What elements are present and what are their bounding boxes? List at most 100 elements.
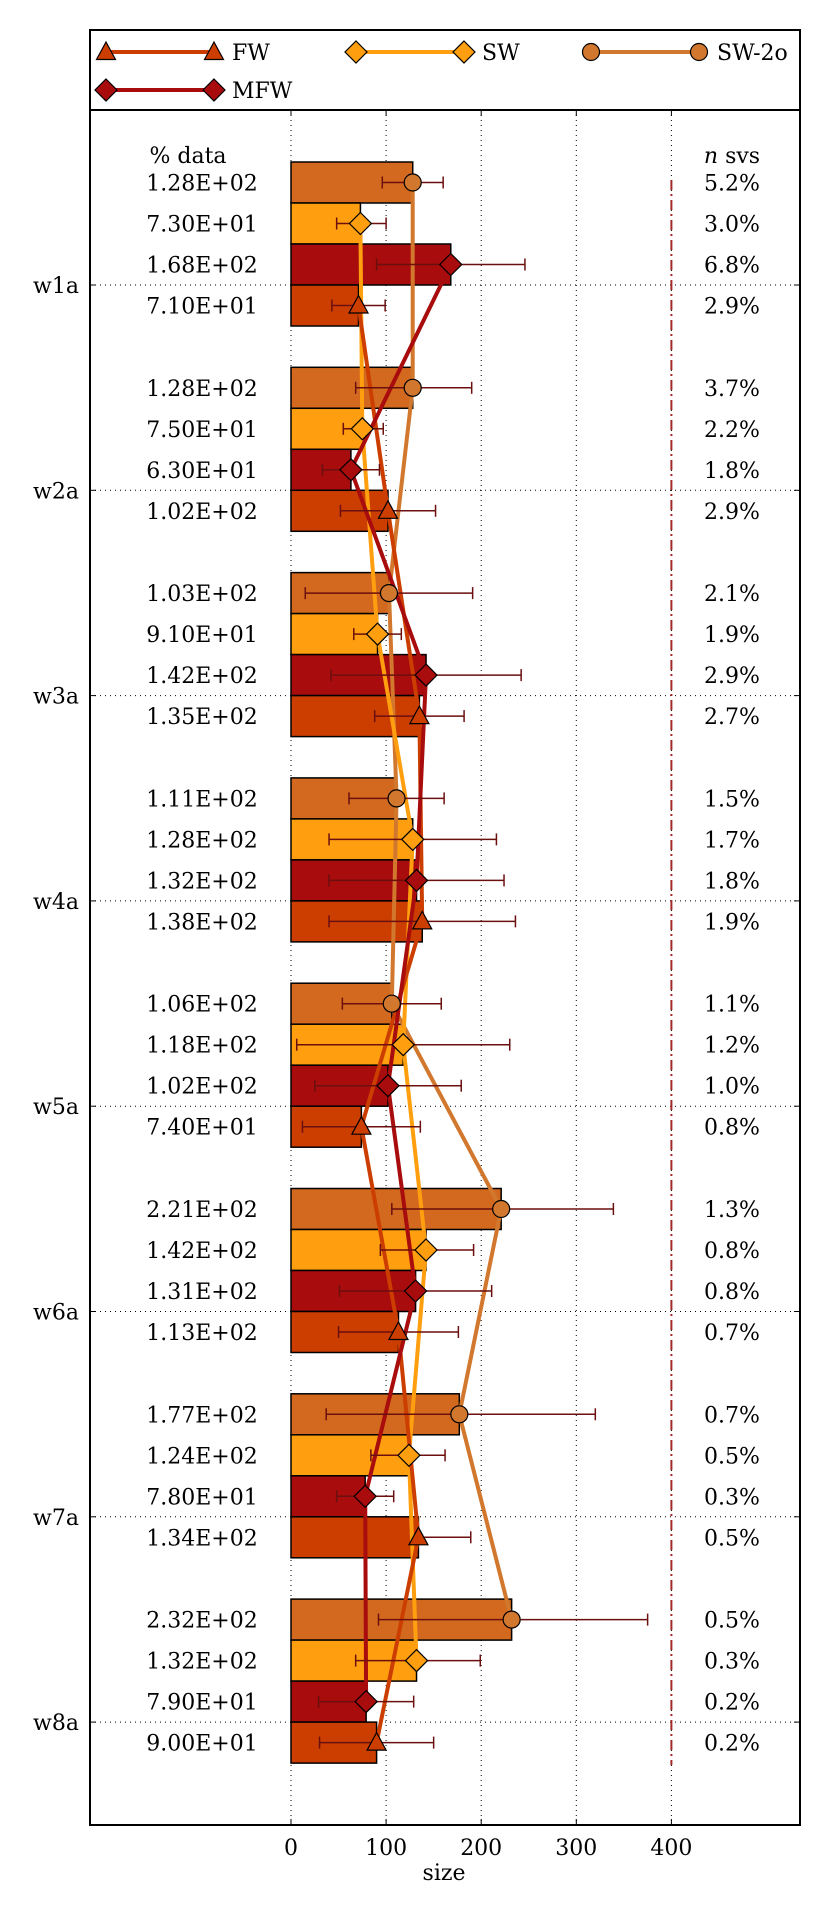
y-tick-label: w8a — [33, 1711, 79, 1736]
data-label: 1.31E+02 — [146, 1280, 257, 1305]
svs-percent-label: 0.8% — [704, 1280, 760, 1305]
svs-percent-label: 0.5% — [704, 1444, 760, 1469]
svs-percent-label: 1.7% — [704, 828, 760, 853]
svs-percent-label: 0.8% — [704, 1116, 760, 1141]
data-label: 1.02E+02 — [146, 500, 257, 525]
svs-percent-label: 2.7% — [704, 705, 760, 730]
data-label: 6.30E+01 — [146, 459, 257, 484]
data-label: 1.77E+02 — [146, 1403, 257, 1428]
svs-percent-label: 2.9% — [704, 295, 760, 320]
svs-percent-label: 1.9% — [704, 623, 760, 648]
data-label: 7.80E+01 — [146, 1485, 257, 1510]
data-point — [450, 1405, 469, 1424]
svs-percent-label: 1.3% — [704, 1198, 760, 1223]
data-label: 7.40E+01 — [146, 1116, 257, 1141]
series-line — [356, 305, 425, 1743]
data-point — [354, 1689, 378, 1714]
svs-percent-label: 1.2% — [704, 1034, 760, 1059]
data-label: 9.00E+01 — [146, 1732, 257, 1757]
data-point — [353, 1484, 378, 1509]
marker-layer — [339, 173, 521, 1751]
data-label: 7.30E+01 — [146, 213, 257, 238]
data-point — [376, 1073, 400, 1098]
svs-percent-label: 5.2% — [704, 172, 760, 197]
svs-percent-label: 0.5% — [704, 1609, 760, 1634]
series-line — [387, 182, 514, 1621]
data-point — [411, 910, 433, 930]
right-column-header: n svs — [704, 144, 760, 169]
data-point — [377, 499, 399, 519]
svs-percent-label: 3.0% — [704, 213, 760, 238]
right-column-header-rest: svs — [718, 144, 760, 169]
y-tick-label: w4a — [33, 890, 79, 915]
svs-percent-label: 0.7% — [704, 1321, 760, 1346]
data-point — [404, 868, 429, 893]
legend-label: MFW — [232, 79, 293, 104]
data-point — [379, 583, 399, 603]
y-tick-label: w3a — [33, 685, 79, 710]
legend-label: SW-2o — [717, 41, 788, 66]
legend-marker — [452, 40, 476, 64]
data-point — [502, 1610, 521, 1629]
bar — [290, 1516, 420, 1559]
x-tick-label: 200 — [460, 1836, 502, 1861]
data-point — [400, 827, 425, 852]
svs-percent-label: 6.8% — [704, 254, 760, 279]
data-point — [348, 294, 370, 314]
y-tick-label: w6a — [33, 1301, 79, 1326]
legend: FW SW SW-2o MFW — [94, 40, 788, 104]
data-label: 1.06E+02 — [146, 993, 257, 1018]
data-point — [350, 416, 375, 441]
svs-percent-label: 1.9% — [704, 910, 760, 935]
x-tick-label: 0 — [284, 1836, 298, 1861]
data-label: 1.28E+02 — [146, 172, 257, 197]
series-line-layer — [348, 182, 514, 1743]
data-point — [382, 994, 401, 1013]
legend-marker — [202, 78, 226, 102]
data-point — [414, 1238, 438, 1262]
data-label: 2.21E+02 — [146, 1198, 257, 1223]
svs-percent-label: 0.7% — [704, 1403, 760, 1428]
svs-percent-label: 1.8% — [704, 869, 760, 894]
data-label: 1.34E+02 — [146, 1526, 257, 1551]
svs-percent-label: 2.9% — [704, 500, 760, 525]
x-tick-label: 100 — [365, 1836, 407, 1861]
data-point — [407, 1526, 429, 1546]
svs-percent-label: 2.9% — [704, 664, 760, 689]
error-bar-layer — [295, 176, 649, 1749]
data-label: 1.18E+02 — [146, 1034, 257, 1059]
bar-layer — [290, 161, 513, 1764]
data-label: 1.28E+02 — [146, 377, 257, 402]
data-label: 1.13E+02 — [146, 1321, 257, 1346]
svs-percent-label: 0.2% — [704, 1732, 760, 1757]
svs-percent-label: 0.5% — [704, 1526, 760, 1551]
y-tick-label: w2a — [33, 479, 79, 504]
svs-percent-label: 3.7% — [704, 377, 760, 402]
data-label: 1.24E+02 — [146, 1444, 257, 1469]
legend-marker — [581, 42, 601, 62]
data-label: 9.10E+01 — [146, 623, 257, 648]
label-layer: % data n svs size 1.28E+02 5.2% 1.28E+02 3.… — [33, 144, 760, 1886]
svs-percent-label: 0.3% — [704, 1650, 760, 1675]
x-tick-label: 400 — [650, 1836, 692, 1861]
data-label: 1.42E+02 — [146, 664, 257, 689]
y-tick-label: w7a — [33, 1506, 79, 1531]
legend-marker — [94, 78, 118, 102]
y-tick-label: w5a — [33, 1095, 79, 1120]
legend-marker — [689, 42, 709, 62]
legend-label: SW — [482, 41, 520, 66]
data-point — [387, 1320, 409, 1341]
svs-percent-label: 0.8% — [704, 1239, 760, 1264]
data-label: 1.38E+02 — [146, 910, 257, 935]
data-point — [492, 1199, 511, 1219]
data-label: 1.03E+02 — [146, 582, 257, 607]
legend-marker — [95, 40, 117, 61]
svs-percent-label: 1.0% — [704, 1075, 760, 1100]
x-axis-label: size — [423, 1861, 466, 1886]
svs-percent-label: 2.1% — [704, 582, 760, 607]
data-label: 1.42E+02 — [146, 1239, 257, 1264]
left-column-header: % data — [149, 144, 226, 169]
data-label: 1.02E+02 — [146, 1075, 257, 1100]
data-point — [391, 1032, 416, 1057]
